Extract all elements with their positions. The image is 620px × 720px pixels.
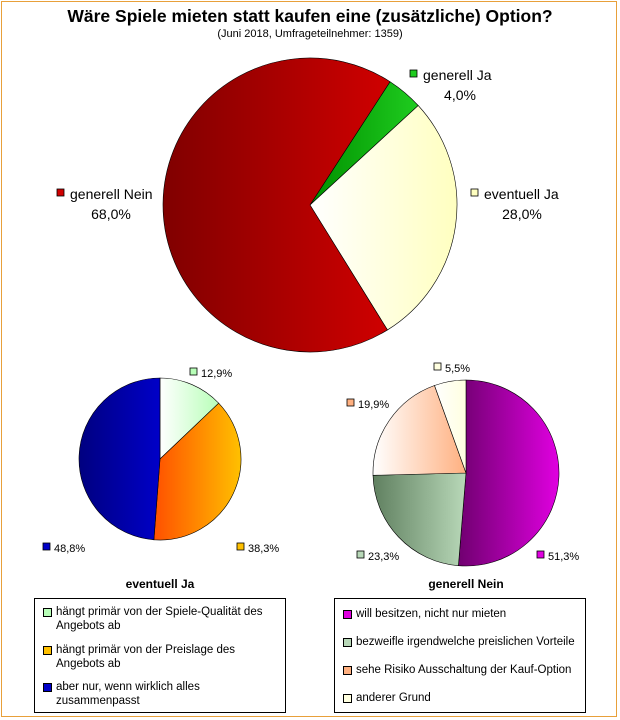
legend-swatch	[43, 608, 52, 617]
slice-value-haengt-primaer-von-der-spiele-qualitaet-: 12,9%	[201, 368, 232, 380]
pie-slice-bezweifle-irgendwelche-preislichen-vorte	[372, 472, 467, 567]
label-swatch-generell-nein	[56, 188, 65, 197]
legend-label: anderer Grund	[356, 692, 431, 704]
slice-value-haengt-primaer-von-der-preislage-des-ang: 38,3%	[248, 543, 279, 555]
legend-label: sehe Risiko Ausschaltung der Kauf-Option	[356, 664, 572, 676]
legend-swatch	[343, 638, 352, 647]
legend-label: hängt primär von der Spiele-Qualität des…	[56, 606, 263, 632]
legend-swatch	[343, 610, 352, 619]
legend-label: hängt primär von der Preislage des Angeb…	[56, 644, 235, 670]
slice-value-generell-ja: 4,0%	[444, 87, 476, 103]
legend-swatch	[343, 666, 352, 675]
legend-item-haengt-primaer-von-der-preislage-des-ang: hängt primär von der Preislage des Angeb…	[43, 643, 281, 671]
slice-label-generell-nein: generell Nein	[70, 186, 153, 202]
label-swatch-sehe-risiko-ausschaltung-der-kauf-option	[346, 398, 355, 407]
legend-item-will-besitzen-nicht-nur-mieten: will besitzen, nicht nur mieten	[343, 607, 581, 621]
slice-value-will-besitzen-nicht-nur-mieten: 51,3%	[548, 551, 579, 563]
label-swatch-haengt-primaer-von-der-preislage-des-ang	[236, 542, 245, 551]
label-swatch-eventuell-ja	[470, 188, 479, 197]
pie-title-generell-nein: generell Nein	[428, 577, 503, 591]
legend-item-haengt-primaer-von-der-spiele-qualitaet-: hängt primär von der Spiele-Qualität des…	[43, 605, 281, 633]
label-swatch-haengt-primaer-von-der-spiele-qualitaet-	[189, 367, 198, 376]
pie-slice-will-besitzen-nicht-nur-mieten	[458, 379, 560, 567]
chart-subtitle: (Juni 2018, Umfrageteilnehmer: 1359)	[217, 28, 403, 40]
pie-slice-generell-nein	[162, 57, 391, 353]
legend-item-sehe-risiko-ausschaltung-der-kauf-option: sehe Risiko Ausschaltung der Kauf-Option	[343, 663, 581, 677]
legend-item-anderer-grund: anderer Grund	[343, 691, 581, 705]
legend-swatch	[43, 683, 52, 692]
label-swatch-bezweifle-irgendwelche-preislichen-vorte	[356, 550, 365, 559]
slice-label-generell-ja: generell Ja	[423, 67, 492, 83]
legend-swatch	[343, 694, 352, 703]
label-swatch-will-besitzen-nicht-nur-mieten	[536, 550, 545, 559]
label-swatch-aber-nur-wenn-wirklich-alles-zusammenpas	[42, 542, 51, 551]
pie-slice-haengt-primaer-von-der-preislage-des-ang	[153, 402, 242, 541]
legend-item-aber-nur-wenn-wirklich-alles-zusammenpas: aber nur, wenn wirklich alles zusammenpa…	[43, 680, 281, 708]
legend-label: bezweifle irgendwelche preislichen Vorte…	[356, 636, 575, 648]
legend-label: will besitzen, nicht nur mieten	[356, 608, 507, 620]
pie-slice-haengt-primaer-von-der-spiele-qualitaet-	[159, 377, 220, 460]
slice-value-generell-nein: 68,0%	[91, 206, 131, 222]
legend-eventuell-ja: hängt primär von der Spiele-Qualität des…	[34, 598, 286, 713]
pie-slice-anderer-grund	[434, 379, 467, 474]
slice-value-aber-nur-wenn-wirklich-alles-zusammenpas: 48,8%	[54, 543, 85, 555]
pie-slice-sehe-risiko-ausschaltung-der-kauf-option	[372, 385, 467, 476]
legend-generell-nein: will besitzen, nicht nur mieten bezweifle…	[334, 598, 586, 713]
legend-label: aber nur, wenn wirklich alles zusammenpa…	[56, 681, 200, 707]
chart-title: Wäre Spiele mieten statt kaufen eine (zu…	[67, 6, 553, 26]
label-swatch-anderer-grund	[433, 362, 442, 371]
legend-swatch	[43, 646, 52, 655]
slice-value-eventuell-ja: 28,0%	[502, 206, 542, 222]
pie-slice-eventuell-ja	[309, 105, 458, 331]
label-swatch-generell-ja	[409, 69, 418, 78]
slice-label-eventuell-ja: eventuell Ja	[484, 186, 559, 202]
legend-item-bezweifle-irgendwelche-preislichen-vorte: bezweifle irgendwelche preislichen Vorte…	[343, 635, 581, 649]
pie-title-eventuell-ja: eventuell Ja	[126, 577, 195, 591]
slice-value-anderer-grund: 5,5%	[445, 363, 470, 375]
slice-value-bezweifle-irgendwelche-preislichen-vorte: 23,3%	[368, 551, 399, 563]
slice-value-sehe-risiko-ausschaltung-der-kauf-option: 19,9%	[358, 399, 389, 411]
pie-slice-aber-nur-wenn-wirklich-alles-zusammenpas	[78, 377, 161, 541]
